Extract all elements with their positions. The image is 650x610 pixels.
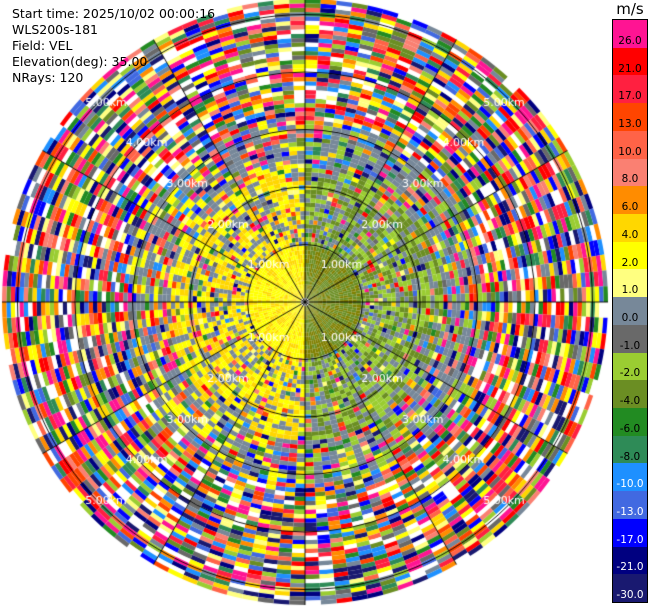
colorbar-tick-label: -6.0 <box>618 422 642 435</box>
colorbar-tick-label: -13.0 <box>615 505 645 518</box>
field-name: Field: VEL <box>12 38 73 53</box>
colorbar-tick-label: 0.0 <box>620 311 640 324</box>
colorbar-tick-label: -30.0 <box>615 589 645 601</box>
colorbar-tick-label: 26.0 <box>617 34 643 47</box>
colorbar-tick-label: 6.0 <box>620 201 640 214</box>
colorbar-tick-label: -17.0 <box>615 533 645 546</box>
elevation: Elevation(deg): 35.00 <box>12 54 148 69</box>
colorbar-tick-label: -21.0 <box>615 561 645 574</box>
colorbar-tick-label: -8.0 <box>618 450 642 463</box>
colorbar: 26.0 21.0 17.0 13.0 10.0 8.0 6.0 4.0 2.0 1.0 0.0 -1… <box>612 19 648 603</box>
colorbar-tick-label: -1.0 <box>618 339 642 352</box>
colorbar-tick-label: 10.0 <box>617 145 643 158</box>
colorbar-tick-label: 1.0 <box>620 284 640 297</box>
station-name: WLS200s-181 <box>12 22 98 37</box>
nrays: NRays: 120 <box>12 70 84 85</box>
colorbar-tick-label: 13.0 <box>617 117 643 130</box>
colorbar-tick-label: 17.0 <box>617 90 643 103</box>
start-time: Start time: 2025/10/02 00:00:16 <box>12 6 216 21</box>
colorbar-tick-label: -10.0 <box>615 478 645 491</box>
scan-info: Start time: 2025/10/02 00:00:16 WLS200s-… <box>12 6 215 86</box>
colorbar-tick-label: 2.0 <box>620 256 640 269</box>
colorbar-tick-label: -2.0 <box>618 367 642 380</box>
colorbar-unit: m/s <box>616 0 644 18</box>
colorbar-tick-label: 4.0 <box>620 228 640 241</box>
colorbar-tick-label: 21.0 <box>617 62 643 75</box>
colorbar-tick-label: 8.0 <box>620 173 640 186</box>
colorbar-tick-label: -4.0 <box>618 395 642 408</box>
